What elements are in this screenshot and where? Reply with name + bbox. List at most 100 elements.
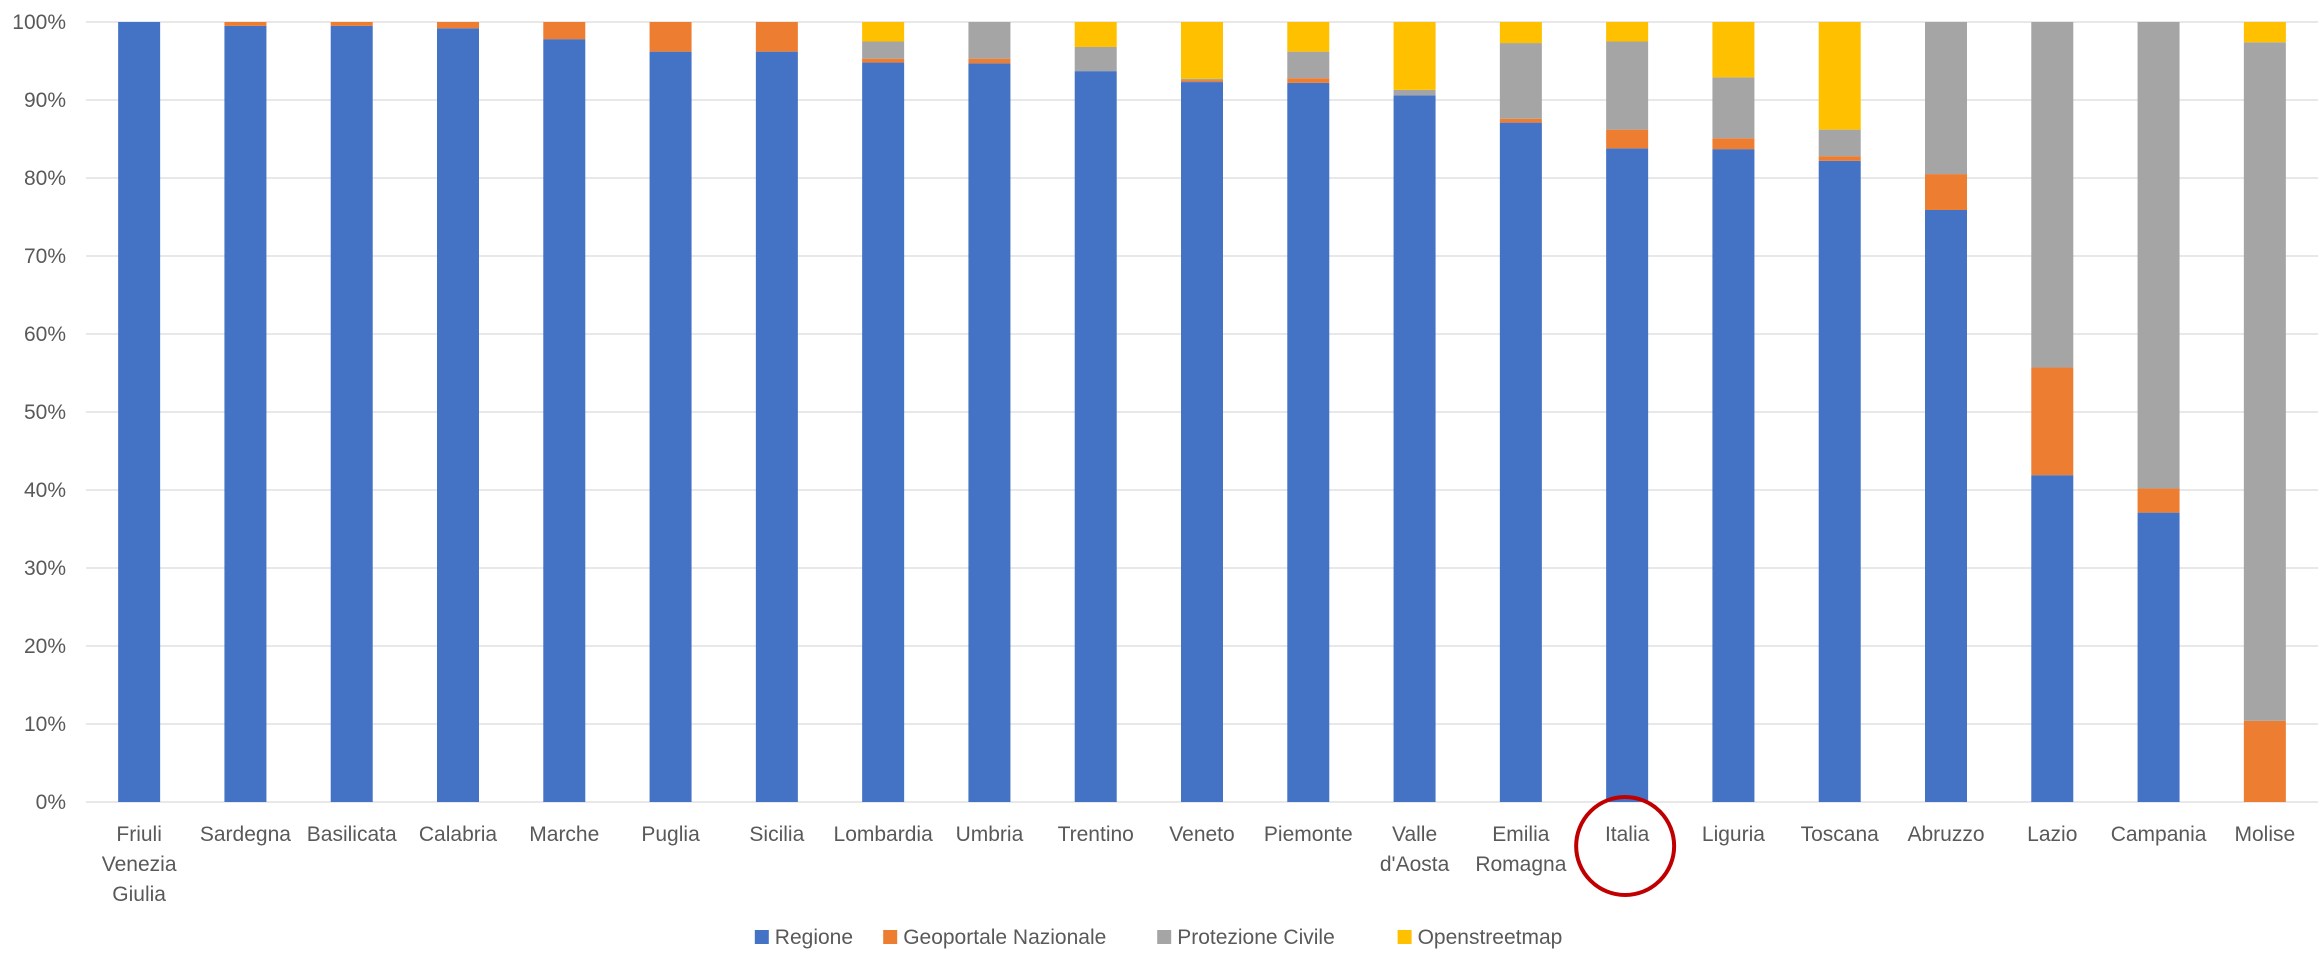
bar-segment (1606, 22, 1649, 42)
bar-segment (1606, 41, 1649, 130)
y-tick-label: 20% (24, 635, 66, 658)
bar-segment (1181, 82, 1223, 802)
bar-segment (862, 22, 905, 42)
bar-segment (1606, 148, 1649, 803)
bar-segment (2031, 367, 2074, 476)
x-tick-label: Campania (2111, 823, 2207, 846)
legend-label: Protezione Civile (1177, 926, 1335, 949)
x-tick-label: Lombardia (834, 823, 934, 846)
bar-segment (2243, 720, 2286, 802)
highlight-circle (1574, 795, 1677, 897)
bar-segment (1499, 22, 1542, 44)
x-tick-label: Calabria (419, 823, 498, 846)
bar-segment (1287, 51, 1330, 79)
y-tick-label: 0% (36, 791, 66, 814)
bar-segment (755, 22, 798, 52)
legend-swatch (754, 930, 769, 944)
y-axis: 0% 10% 20% 30% 40% 50% 60% 70% 80% 90% 100% (12, 11, 66, 814)
bar-segment (543, 22, 586, 40)
x-tick-label: Umbria (956, 823, 1024, 846)
highlight-layer (1574, 795, 1677, 897)
bar-segment (2243, 42, 2286, 721)
x-tick-label: Venezia (102, 853, 177, 876)
bar-segment (1925, 22, 1967, 175)
bar-segment (437, 28, 479, 803)
bar-segment (1818, 160, 1861, 803)
legend-label: Regione (775, 926, 853, 949)
x-tick-label: Friuli (116, 823, 162, 846)
bar-segment (1606, 129, 1649, 149)
x-tick-label: Puglia (641, 823, 700, 846)
bar-segment (2243, 22, 2286, 43)
bar-segment (1074, 71, 1117, 802)
bars (118, 22, 2286, 803)
x-tick-label: Emilia (1492, 823, 1549, 846)
x-tick-label: Giulia (112, 883, 166, 906)
bar-segment (968, 63, 1011, 802)
bar-segment (1181, 22, 1223, 79)
bar-segment (1287, 78, 1330, 83)
x-tick-label: Lazio (2027, 823, 2077, 846)
bar-segment (1818, 129, 1861, 157)
y-tick-label: 50% (24, 401, 66, 424)
legend-label: Geoportale Nazionale (903, 926, 1106, 949)
x-tick-label: Abruzzo (1907, 823, 1984, 846)
x-tick-label: Piemonte (1264, 823, 1353, 846)
bar-segment (437, 22, 479, 29)
bar-segment (1181, 80, 1223, 83)
bar-segment (862, 41, 905, 59)
bar-segment (649, 22, 692, 52)
bar-segment (330, 25, 373, 802)
bar-segment (968, 58, 1011, 64)
x-tick-label: Marche (529, 823, 599, 846)
bar-segment (2031, 475, 2074, 802)
y-tick-label: 30% (24, 557, 66, 580)
y-tick-label: 70% (24, 245, 66, 268)
bar-segment (2137, 22, 2180, 489)
bar-segment (118, 22, 161, 802)
x-tick-label: d'Aosta (1380, 853, 1450, 876)
y-tick-label: 10% (24, 713, 66, 736)
bar-segment (1925, 174, 1967, 210)
x-tick-label: Toscana (1801, 823, 1880, 846)
legend-swatch (1157, 930, 1172, 944)
bar-segment (2137, 512, 2180, 802)
bar-segment (2137, 488, 2180, 513)
bar-segment (224, 25, 267, 802)
bar-segment (1393, 95, 1436, 802)
bar-segment (1499, 118, 1542, 123)
bar-segment (968, 22, 1011, 59)
bar-segment (755, 51, 798, 802)
bar-segment (1499, 43, 1542, 119)
bar-segment (649, 51, 692, 802)
bar-segment (1181, 78, 1223, 81)
bar-segment (1074, 46, 1117, 72)
x-tick-label: Veneto (1169, 823, 1234, 846)
bar-segment (1818, 22, 1861, 130)
bar-segment (1712, 22, 1755, 78)
y-tick-label: 80% (24, 167, 66, 190)
bar-segment (2031, 22, 2074, 368)
bar-segment (1393, 89, 1436, 96)
legend-swatch (883, 930, 898, 944)
bar-segment (1393, 22, 1436, 90)
bar-segment (1712, 138, 1755, 150)
bar-segment (1712, 149, 1755, 802)
x-tick-label: Romagna (1475, 853, 1566, 876)
bar-segment (1287, 82, 1330, 803)
bar-segment (1074, 22, 1117, 47)
x-axis: Friuli Venezia Giulia Sardegna Basilicata Cal… (102, 823, 2295, 906)
bar-segment (224, 22, 267, 26)
bar-segment (1925, 209, 1967, 803)
legend-swatch (1397, 930, 1412, 944)
y-tick-label: 40% (24, 479, 66, 502)
x-tick-label: Sicilia (749, 823, 804, 846)
x-tick-label: Trentino (1058, 823, 1134, 846)
bar-segment (330, 22, 373, 26)
bar-segment (862, 58, 905, 63)
bar-segment (1712, 77, 1755, 139)
x-tick-label: Valle (1392, 823, 1437, 846)
x-tick-label: Liguria (1702, 823, 1765, 846)
